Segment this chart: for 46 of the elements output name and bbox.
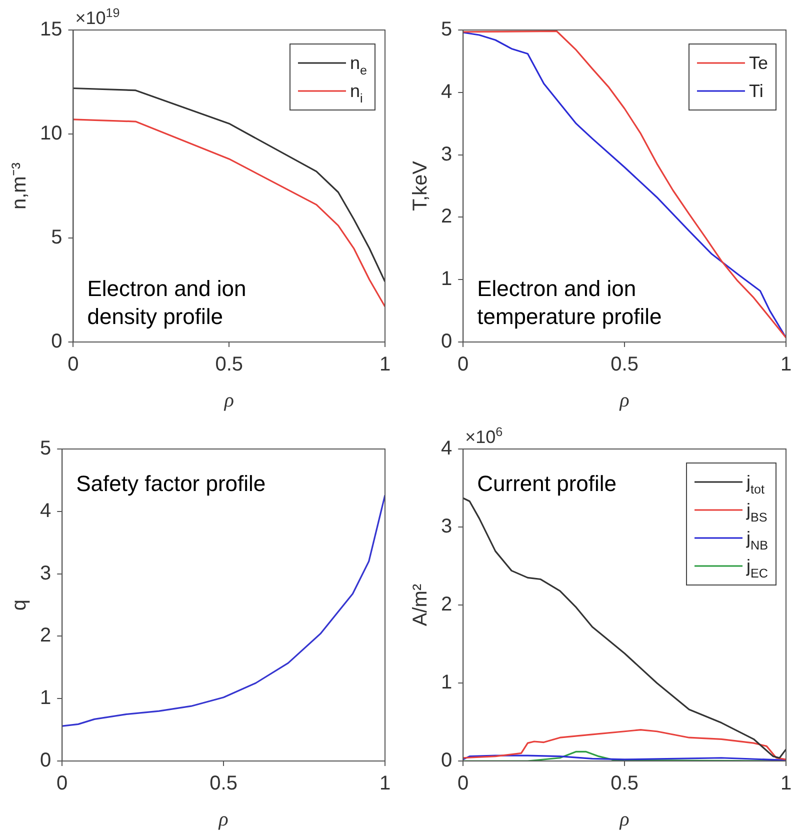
x-axis-title: ρ [618,389,630,412]
x-axis-title: ρ [218,808,228,830]
y-tick-label: 5 [441,18,452,41]
y-tick-label: 2 [441,206,452,228]
y-tick-label: 1 [441,268,452,290]
x-tick-label: 1 [780,772,792,795]
y-axis-title: T,keV [410,160,432,212]
text: Current profile [477,471,617,496]
y-tick-label: 15 [40,18,62,41]
x-tick-label: 0.5 [610,354,638,376]
y-tick-label: 1 [441,672,452,694]
y-tick-label: 10 [40,122,62,145]
y-tick-label: 5 [51,226,62,249]
text: Electron and ion density profile [87,276,246,329]
x-tick-label: 0 [68,354,79,376]
text: Safety factor profile [76,471,266,496]
legend-label: Ti [748,81,764,101]
y-tick-label: 4 [40,500,52,522]
y-tick-label: 3 [441,143,452,166]
x-tick-label: 1 [780,354,792,376]
y-tick-label: 5 [40,438,52,460]
y-tick-label: 2 [441,594,452,616]
y-tick-label: 0 [441,750,452,772]
x-tick-label: 1 [379,354,391,376]
y-tick-label: 3 [40,562,52,584]
y-axis-title: q [8,599,31,611]
y-axis-title: A/m² [410,584,432,626]
y-tick-label: 0 [441,330,452,353]
x-tick-label: 1 [379,772,391,795]
x-tick-label: 0.5 [610,772,638,795]
y-tick-label: 4 [441,438,452,460]
y-tick-label: 1 [40,687,52,710]
x-tick-label: 0 [458,772,469,795]
y-axis-title: n,m⁻³ [8,162,31,210]
x-axis-title: ρ [618,808,630,830]
x-tick-label: 0.5 [210,772,238,795]
x-tick-label: 0.5 [215,354,244,376]
y-tick-label: 0 [40,750,52,772]
text: Electron and ion temperature profile [477,276,662,329]
x-axis-title: ρ [223,389,234,412]
legend-label: Te [748,53,768,73]
y-tick-label: 4 [441,80,452,103]
y-tick-label: 0 [51,330,62,353]
y-tick-label: 2 [40,624,52,647]
x-tick-label: 0 [458,354,469,376]
y-tick-label: 3 [441,516,452,538]
